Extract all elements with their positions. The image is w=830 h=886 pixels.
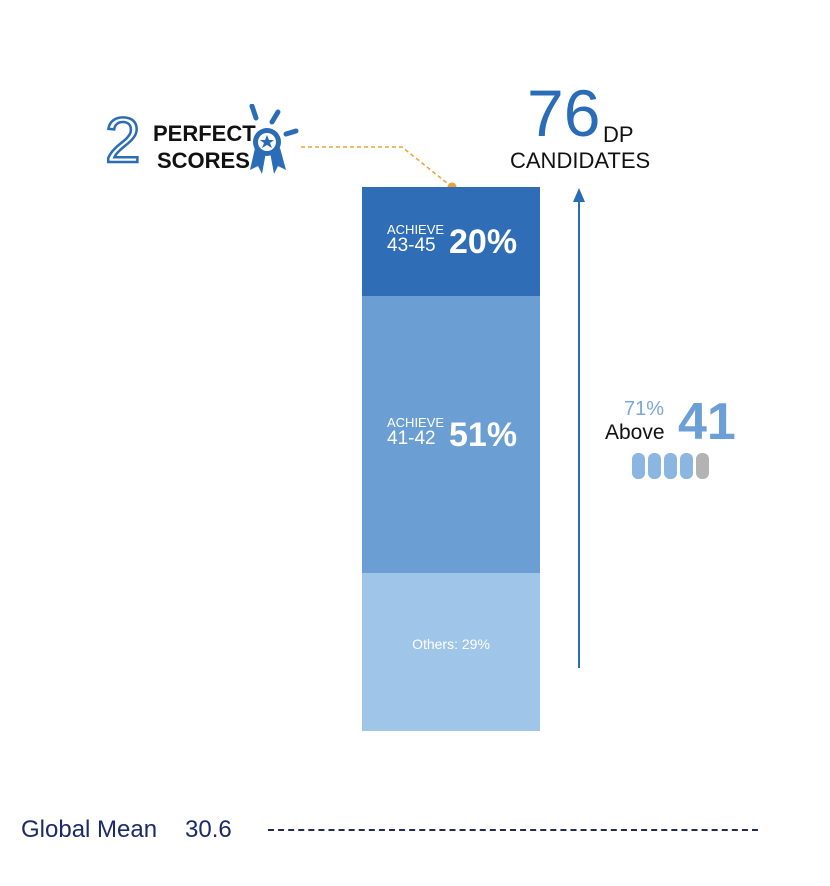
pill-indicator xyxy=(632,453,709,479)
global-mean-value: 30.6 xyxy=(185,816,232,843)
segment-percent: 20% xyxy=(449,222,518,261)
segment-43-45: ACHIEVE 43-45 20% xyxy=(362,187,540,296)
perfect-scores-count: 2 xyxy=(104,104,142,176)
pill-blue xyxy=(632,453,645,479)
global-mean-label: Global Mean xyxy=(21,816,158,843)
stacked-bar: ACHIEVE 43-45 20% ACHIEVE 41-42 51% Others: 29… xyxy=(362,187,540,731)
above-percentage: 71% xyxy=(624,398,665,420)
candidates-label: CANDIDATES xyxy=(510,148,651,173)
perfect-scores-line2: SCORES xyxy=(157,148,250,173)
up-arrow-icon xyxy=(573,188,585,668)
segment-prefix: ACHIEVE xyxy=(387,221,445,237)
medal-icon xyxy=(249,104,299,174)
segment-label: ACHIEVE 43-45 20% xyxy=(387,221,517,259)
candidates-unit: DP xyxy=(603,122,634,147)
segment-41-42: ACHIEVE 41-42 51% xyxy=(362,296,540,573)
pill-blue xyxy=(664,453,677,479)
segment-range: 41-42 xyxy=(387,427,436,449)
segment-percent: 51% xyxy=(449,415,518,454)
global-mean-line xyxy=(268,829,758,831)
pill-blue xyxy=(680,453,693,479)
segment-label: ACHIEVE 41-42 51% xyxy=(387,414,517,452)
pill-blue xyxy=(648,453,661,479)
above-score: 41 xyxy=(678,393,736,451)
segment-others-label: Others: 29% xyxy=(412,636,490,652)
candidates-count: 76 xyxy=(527,76,601,150)
pill-gray xyxy=(696,453,709,479)
segment-prefix: ACHIEVE xyxy=(387,414,445,430)
segment-range: 43-45 xyxy=(387,234,436,256)
perfect-scores-line1: PERFECT xyxy=(153,121,256,146)
segment-others: Others: 29% xyxy=(362,573,540,731)
above-label: Above xyxy=(605,421,665,444)
